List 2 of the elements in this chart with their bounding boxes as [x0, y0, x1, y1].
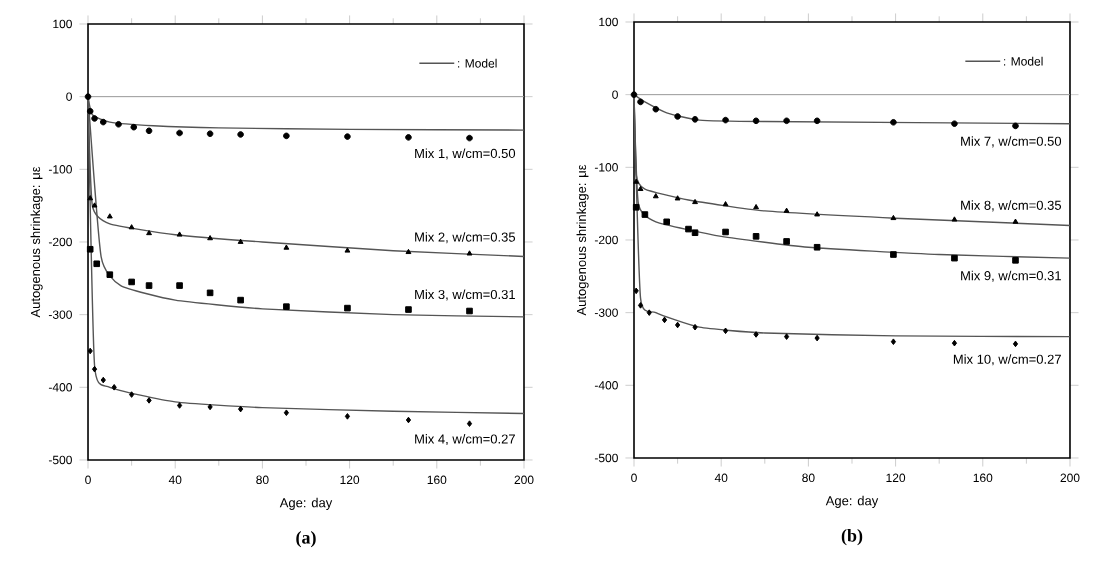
text: (b): [841, 529, 863, 546]
text: (a): [296, 531, 316, 548]
